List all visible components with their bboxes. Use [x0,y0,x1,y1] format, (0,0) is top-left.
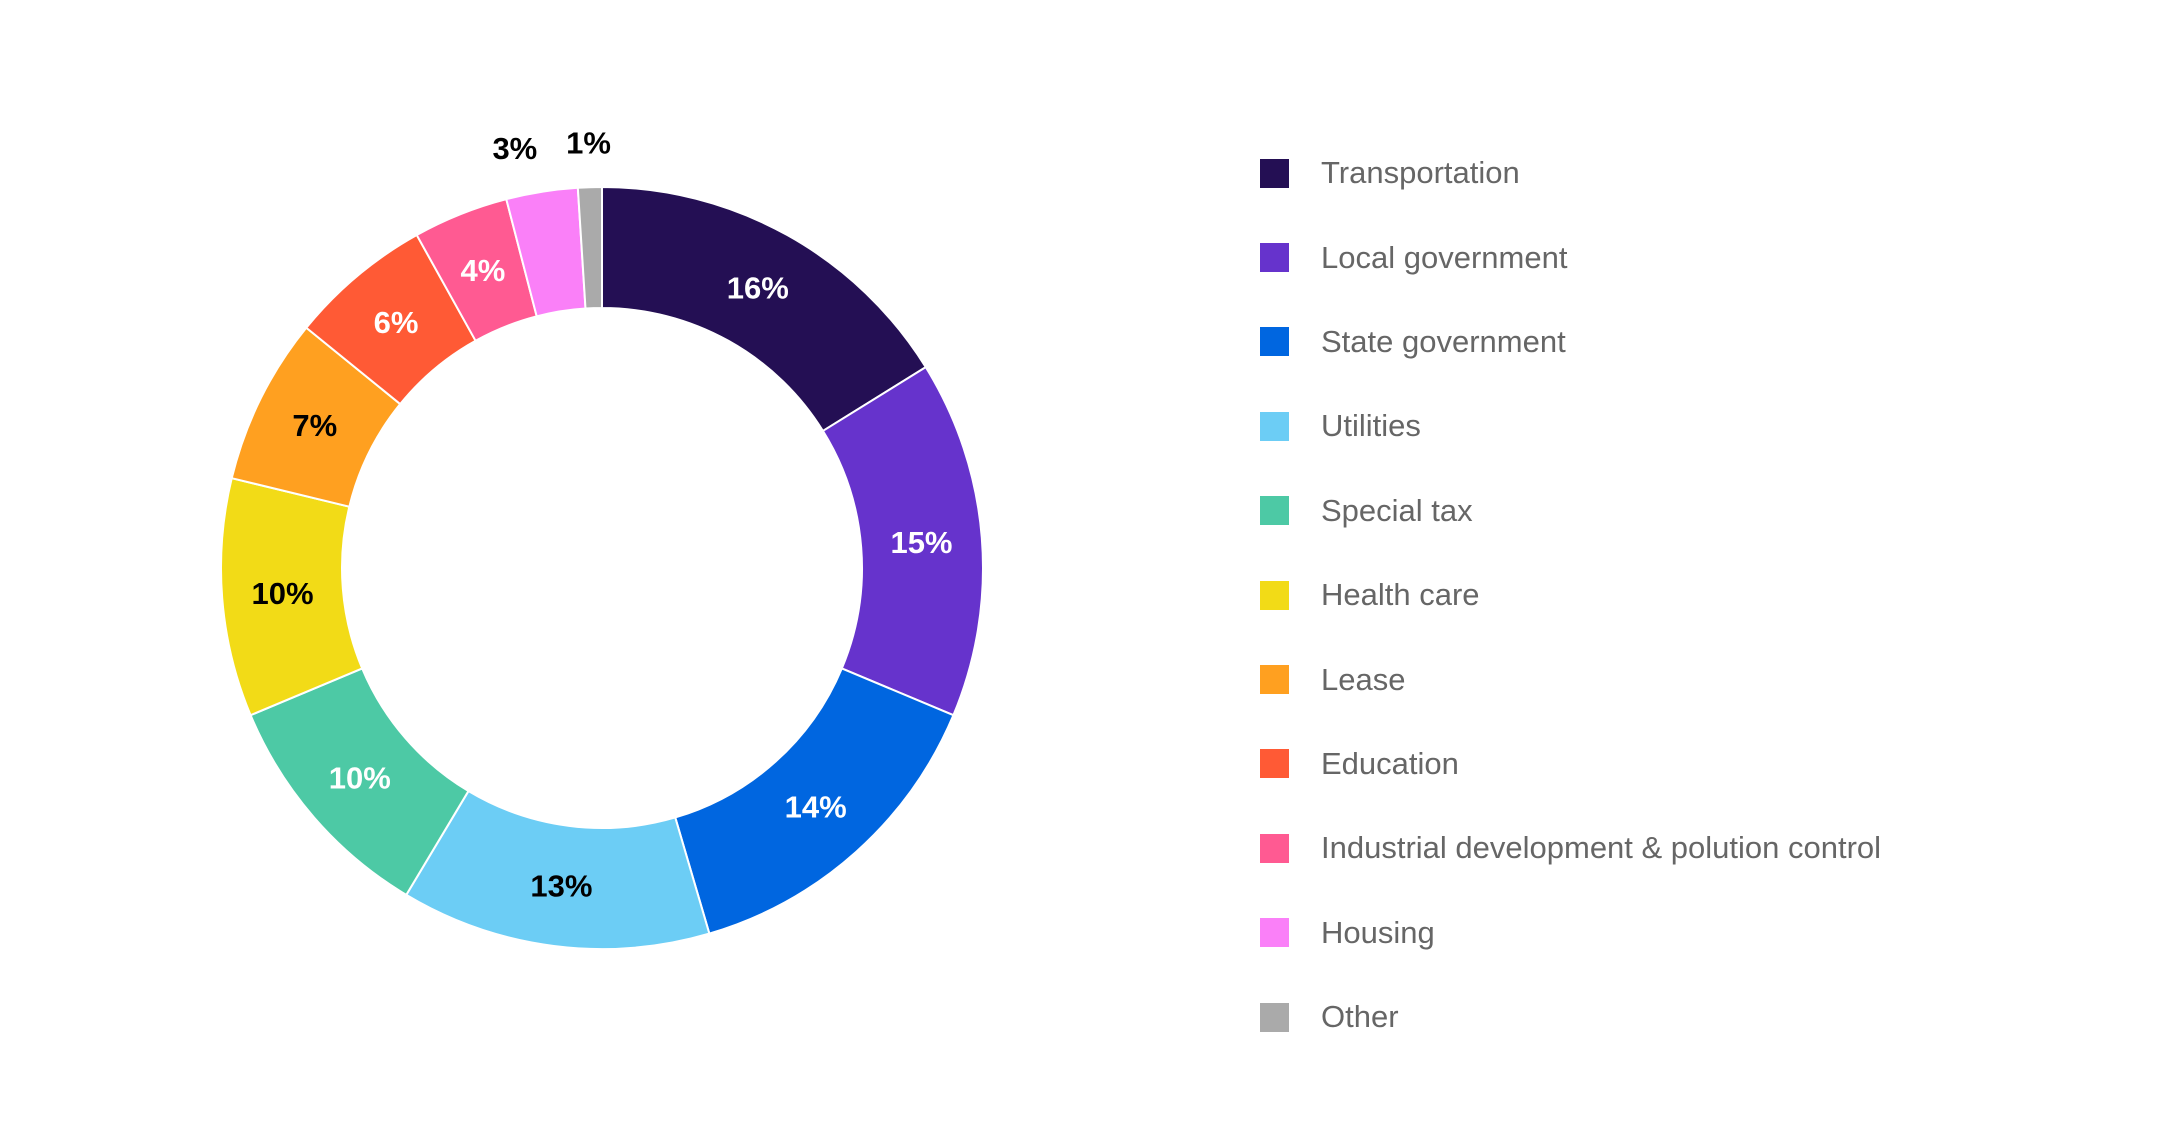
data-label: 10% [329,760,391,795]
legend-item: Special tax [1260,469,1881,553]
slice-other [576,185,603,310]
legend-item: Housing [1260,891,1881,975]
data-label: 10% [251,576,313,611]
legend-item: Utilities [1260,384,1881,468]
legend-label: Industrial development & polution contro… [1321,830,1882,866]
legend-label: Utilities [1321,408,1421,444]
legend-swatch [1260,327,1289,357]
data-label: 3% [492,131,537,166]
data-label: 14% [785,789,847,824]
legend-swatch [1260,749,1289,779]
slice-transportation [601,185,928,433]
legend-item: Health care [1260,553,1881,637]
data-label: 4% [460,253,505,288]
data-label: 7% [292,408,337,443]
data-label: 16% [727,270,789,305]
legend-label: Housing [1321,914,1435,950]
legend-label: Transportation [1321,155,1520,191]
legend-swatch [1260,411,1289,441]
legend-label: Lease [1321,661,1406,697]
legend-swatch [1260,580,1289,610]
legend-item: Education [1260,722,1881,806]
legend-swatch [1260,496,1289,526]
legend-item: Other [1260,975,1881,1059]
legend-label: Local government [1321,239,1568,275]
legend-item: State government [1260,300,1881,384]
legend-label: Other [1321,999,1399,1035]
legend-swatch [1260,158,1289,188]
donut-chart: 16% 15% 14% 13% 10% 10% 7% 6% 4% 3% 1% [220,126,984,950]
legend-swatch [1260,665,1289,695]
legend-item: Local government [1260,215,1881,299]
legend-label: State government [1321,323,1566,359]
data-label: 1% [566,126,611,161]
data-label: 13% [530,868,592,903]
legend-label: Health care [1321,577,1480,613]
legend-swatch [1260,1002,1289,1032]
legend-item: Transportation [1260,131,1881,215]
legend: Transportation Local government State gove… [1260,131,1881,1059]
data-label: 15% [890,525,952,560]
legend-label: Education [1321,745,1459,781]
legend-label: Special tax [1321,492,1473,528]
legend-swatch [1260,833,1289,863]
legend-item: Industrial development & polution contro… [1260,806,1881,890]
legend-swatch [1260,243,1289,273]
data-label: 6% [374,305,419,340]
legend-swatch [1260,918,1289,948]
legend-item: Lease [1260,637,1881,721]
